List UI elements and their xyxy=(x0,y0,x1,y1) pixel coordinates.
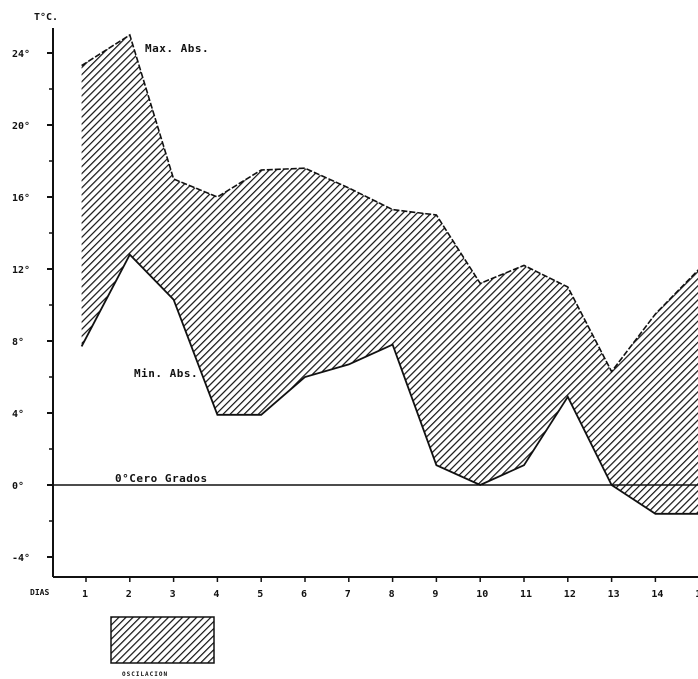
x-tick-label: 5 xyxy=(257,589,263,600)
y-axis-minor-ticks xyxy=(49,88,53,522)
y-tick-label: 16° xyxy=(12,193,30,204)
x-tick-label: 4 xyxy=(213,589,219,600)
max-abs-label: Max. Abs. xyxy=(145,42,209,55)
x-tick-label: 11 xyxy=(520,589,532,600)
x-tick-label: 10 xyxy=(476,589,488,600)
x-tick-label: 13 xyxy=(608,589,620,600)
y-axis-label: T°C. xyxy=(34,12,58,23)
x-tick-label: 6 xyxy=(301,589,307,600)
x-tick-label: 15 xyxy=(695,589,698,600)
y-tick-label: 4° xyxy=(12,409,24,420)
x-axis-label: DIAS xyxy=(30,588,49,597)
x-tick-label: 3 xyxy=(170,589,176,600)
max-abs-series-line xyxy=(81,33,698,374)
oscillation-band xyxy=(81,35,698,514)
y-tick-label: -4° xyxy=(12,553,30,564)
y-tick-label: 12° xyxy=(12,265,30,276)
legend-label: OSCILACION xyxy=(122,671,168,678)
x-axis-ticks: 123456789101112131415 xyxy=(82,577,698,600)
y-tick-label: 8° xyxy=(12,337,24,348)
y-axis-ticks: 24° 20° 16° 12° 8° 4° 0° -4° xyxy=(12,49,53,564)
x-tick-label: 12 xyxy=(564,589,576,600)
y-tick-label: 0° xyxy=(12,481,24,492)
x-tick-label: 2 xyxy=(126,589,132,600)
oscillation-band-layer xyxy=(80,33,698,515)
min-abs-label: Min. Abs. xyxy=(134,367,198,380)
min-abs-series-line xyxy=(80,253,698,515)
x-tick-label: 14 xyxy=(651,589,663,600)
x-tick-label: 8 xyxy=(389,589,395,600)
y-tick-label: 24° xyxy=(12,49,30,60)
legend-swatch xyxy=(110,616,215,664)
zero-line-label: 0°Cero Grados xyxy=(115,472,208,485)
x-tick-label: 1 xyxy=(82,589,88,600)
x-tick-label: 7 xyxy=(345,589,351,600)
y-tick-label: 20° xyxy=(12,121,30,132)
x-tick-label: 9 xyxy=(432,589,438,600)
